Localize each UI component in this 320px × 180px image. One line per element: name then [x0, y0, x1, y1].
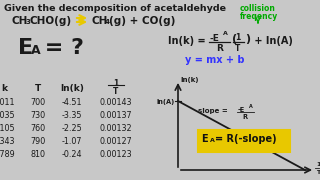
Text: 0.00132: 0.00132 — [100, 124, 132, 133]
Text: 810: 810 — [30, 150, 45, 159]
Text: -E: -E — [210, 34, 220, 43]
Text: 790: 790 — [30, 137, 46, 146]
Text: -E: -E — [238, 107, 245, 113]
Text: E: E — [18, 38, 33, 58]
Text: T: T — [35, 84, 41, 93]
Text: T: T — [113, 87, 119, 96]
Text: 700: 700 — [30, 98, 45, 107]
Text: 0.00137: 0.00137 — [100, 111, 132, 120]
Text: 0.00123: 0.00123 — [100, 150, 132, 159]
Text: CH: CH — [91, 16, 108, 26]
Text: k: k — [1, 84, 7, 93]
Text: 0.105: 0.105 — [0, 124, 15, 133]
Text: 4: 4 — [105, 19, 110, 25]
Text: 0.343: 0.343 — [0, 137, 15, 146]
Text: Given the decomposition of acetaldehyde: Given the decomposition of acetaldehyde — [4, 4, 226, 13]
Bar — [198, 130, 290, 152]
Text: 0.00127: 0.00127 — [100, 137, 132, 146]
Text: CH: CH — [12, 16, 28, 26]
Text: 0.011: 0.011 — [0, 98, 15, 107]
Text: T: T — [235, 44, 241, 53]
Text: A: A — [223, 31, 228, 36]
Text: 1: 1 — [236, 33, 241, 42]
Text: E: E — [201, 134, 208, 144]
Text: 0.789: 0.789 — [0, 150, 15, 159]
Text: (g) + CO(g): (g) + CO(g) — [109, 16, 175, 26]
Text: (: ( — [232, 34, 237, 44]
Text: A: A — [210, 138, 215, 143]
Text: 0.00143: 0.00143 — [100, 98, 132, 107]
Text: 3: 3 — [26, 19, 31, 25]
Text: R: R — [216, 44, 223, 53]
Text: -1.07: -1.07 — [62, 137, 82, 146]
Text: R: R — [242, 114, 247, 120]
Text: = R(-slope): = R(-slope) — [215, 134, 276, 144]
Text: T: T — [316, 170, 320, 175]
Text: + ln(A): + ln(A) — [251, 36, 293, 46]
Text: A: A — [249, 104, 253, 109]
Text: -0.24: -0.24 — [62, 150, 82, 159]
Text: ln(k) =: ln(k) = — [168, 36, 206, 46]
Text: ln(k): ln(k) — [180, 77, 198, 83]
Text: 760: 760 — [30, 124, 45, 133]
Text: A: A — [31, 44, 41, 57]
Text: = ?: = ? — [37, 38, 84, 58]
Text: -4.51: -4.51 — [62, 98, 82, 107]
Text: slope =: slope = — [198, 108, 228, 114]
Text: -3.35: -3.35 — [62, 111, 82, 120]
Text: ): ) — [245, 34, 250, 44]
Text: ln(A): ln(A) — [157, 99, 175, 105]
Text: ln(k): ln(k) — [60, 84, 84, 93]
Text: y = mx + b: y = mx + b — [185, 55, 244, 65]
Text: collision: collision — [240, 4, 276, 13]
Text: 730: 730 — [30, 111, 45, 120]
Text: 1: 1 — [113, 79, 119, 88]
Text: freqency: freqency — [240, 12, 278, 21]
Text: 0.035: 0.035 — [0, 111, 15, 120]
Text: CHO(g): CHO(g) — [30, 16, 72, 26]
Text: -2.25: -2.25 — [62, 124, 82, 133]
Text: 1: 1 — [316, 162, 320, 167]
